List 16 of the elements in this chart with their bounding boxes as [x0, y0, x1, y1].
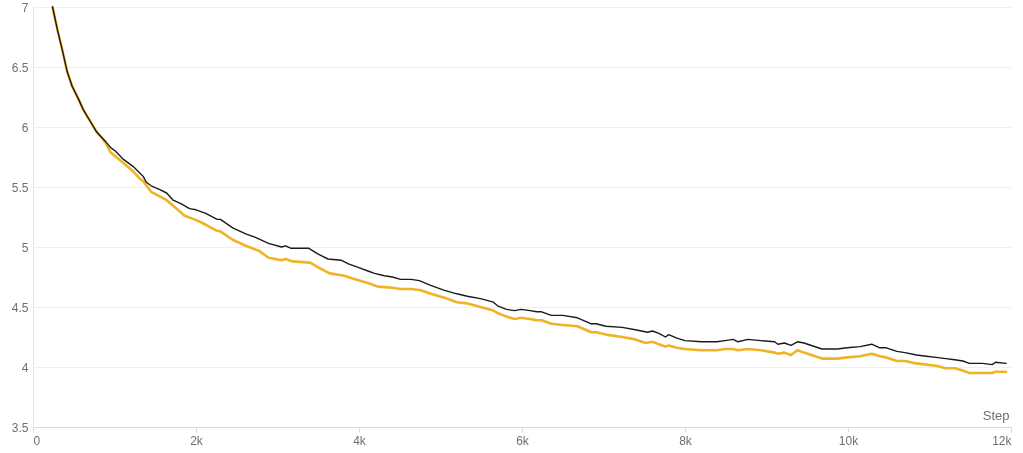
- x-tick-label: 4k: [353, 433, 367, 448]
- y-tick-label: 6.5: [11, 60, 29, 75]
- x-axis-title: Step: [982, 407, 1010, 423]
- x-tick-label: 6k: [516, 433, 530, 448]
- x-tick-label: 8k: [679, 433, 693, 448]
- y-tick-label: 6: [21, 120, 29, 135]
- y-tick-label: 4.5: [11, 300, 29, 315]
- y-tick-label: 5.5: [11, 180, 29, 195]
- y-tick-label: 3.5: [11, 420, 29, 435]
- x-tick-label: 2k: [190, 433, 204, 448]
- x-tick-label: 12k: [992, 433, 1013, 448]
- x-tick-label: 0: [33, 433, 41, 448]
- y-tick-label: 5: [21, 240, 29, 255]
- y-tick-label: 7: [21, 0, 29, 15]
- x-tick-label: 10k: [838, 433, 860, 448]
- y-tick-label: 4: [21, 360, 29, 375]
